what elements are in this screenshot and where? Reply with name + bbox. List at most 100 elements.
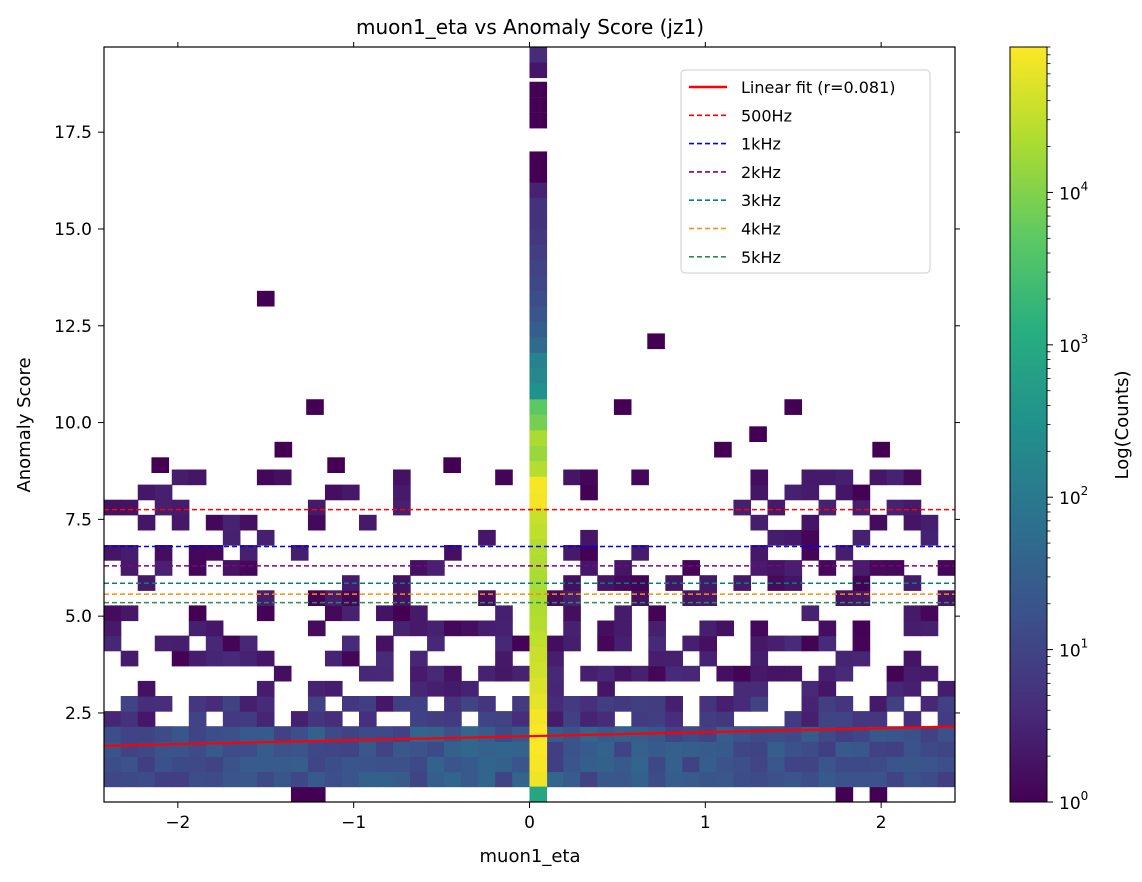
heatmap-cell xyxy=(784,771,803,788)
heatmap-cell xyxy=(171,635,190,652)
heatmap-cell xyxy=(188,696,207,712)
heatmap-cell xyxy=(665,696,683,712)
heatmap-cell xyxy=(120,711,139,727)
heatmap-cell xyxy=(801,484,820,501)
heatmap-cell xyxy=(597,696,615,712)
heatmap-cell xyxy=(801,529,820,546)
heatmap-cell xyxy=(478,529,496,546)
heatmap-cell xyxy=(886,499,905,516)
heatmap-cell xyxy=(546,711,564,727)
heatmap-cell xyxy=(835,696,854,712)
heatmap-cell xyxy=(205,756,224,773)
heatmap-cell xyxy=(716,711,735,727)
heatmap-cell xyxy=(103,726,122,742)
y-axis-label: Anomaly Score xyxy=(14,357,35,492)
heatmap-cell xyxy=(580,484,598,501)
heatmap-cell xyxy=(920,741,939,757)
heatmap-cell xyxy=(767,665,786,682)
heatmap-cell xyxy=(869,756,888,773)
heatmap-cell xyxy=(529,414,548,431)
x-axis-label: muon1_eta xyxy=(480,846,581,867)
heatmap-cell xyxy=(410,696,428,712)
heatmap-cell xyxy=(461,771,479,788)
heatmap-cell xyxy=(410,741,428,757)
heatmap-cell xyxy=(137,484,156,501)
heatmap-cell xyxy=(852,575,871,591)
heatmap-cell xyxy=(563,590,581,606)
heatmap-cell xyxy=(188,545,207,561)
heatmap-cell xyxy=(682,771,700,788)
heatmap-cell xyxy=(903,756,922,773)
heatmap-cell xyxy=(631,545,649,561)
heatmap-cell xyxy=(784,529,803,546)
heatmap-cell xyxy=(427,635,445,652)
heatmap-cell xyxy=(818,560,837,576)
heatmap-cell xyxy=(137,711,156,727)
heatmap-cell xyxy=(852,650,871,667)
heatmap-cell xyxy=(597,665,615,682)
heatmap-cell xyxy=(324,726,343,742)
heatmap-cell xyxy=(273,741,292,757)
heatmap-cell xyxy=(546,696,564,712)
heatmap-cell xyxy=(137,514,156,531)
heatmap-cell xyxy=(580,545,598,561)
x-axis: −2 −1 0 1 2 xyxy=(165,42,887,833)
heatmap-cell xyxy=(920,756,939,773)
heatmap-cell xyxy=(205,514,224,531)
heatmap-cell xyxy=(410,771,428,788)
heatmap-cell xyxy=(614,575,632,591)
heatmap-cell xyxy=(580,771,598,788)
heatmap-cell xyxy=(410,756,428,773)
heatmap-cell xyxy=(341,650,360,667)
heatmap-cell xyxy=(495,726,513,742)
heatmap-cell xyxy=(818,635,837,652)
heatmap-cell xyxy=(376,696,394,712)
heatmap-cell xyxy=(529,213,548,230)
heatmap-cell xyxy=(341,771,360,788)
heatmap-cell xyxy=(478,665,496,682)
heatmap-cell xyxy=(103,741,122,757)
heatmap-cell xyxy=(205,726,224,742)
heatmap-cell xyxy=(478,771,496,788)
heatmap-cell xyxy=(716,696,735,712)
heatmap-cell xyxy=(188,469,207,486)
heatmap-cell xyxy=(852,529,871,546)
heatmap-cell xyxy=(256,290,275,307)
heatmap-cell xyxy=(256,696,275,712)
heatmap-cell xyxy=(478,590,496,606)
heatmap-cell xyxy=(393,469,411,486)
heatmap-cell xyxy=(103,635,122,652)
threshold-lines xyxy=(104,508,955,604)
heatmap-cell xyxy=(427,620,445,637)
heatmap-cell xyxy=(716,741,735,757)
heatmap-cell xyxy=(327,457,345,473)
heatmap-cell xyxy=(290,726,309,742)
heatmap-cell xyxy=(563,469,581,486)
heatmap-cell xyxy=(222,560,241,576)
heatmap-cell xyxy=(324,741,343,757)
heatmap-cell xyxy=(614,741,632,757)
heatmap-cell xyxy=(886,771,905,788)
heatmap-cell xyxy=(580,665,598,682)
heatmap-cell xyxy=(903,711,922,727)
heatmap-cell xyxy=(716,665,735,682)
heatmap-cell xyxy=(274,441,293,458)
heatmap-cell xyxy=(648,605,666,622)
heatmap-cell xyxy=(784,756,803,773)
heatmap-cell xyxy=(273,665,292,682)
heatmap-cell xyxy=(767,756,786,773)
heatmap-cell xyxy=(256,529,275,546)
heatmap-cell xyxy=(239,771,258,788)
legend-label: 2kHz xyxy=(741,163,781,182)
heatmap-cell xyxy=(648,696,666,712)
heatmap-cell xyxy=(427,741,445,757)
colorbar-tick-exponent: 3 xyxy=(1081,332,1089,346)
heatmap-cell xyxy=(835,786,854,803)
heatmap-cell xyxy=(120,696,139,712)
heatmap-cell xyxy=(835,469,854,486)
heatmap-cell xyxy=(154,560,173,576)
heatmap-cell xyxy=(495,741,513,757)
heatmap-cell xyxy=(529,321,548,338)
heatmap-cell xyxy=(872,441,890,458)
heatmap-cell xyxy=(324,650,343,667)
